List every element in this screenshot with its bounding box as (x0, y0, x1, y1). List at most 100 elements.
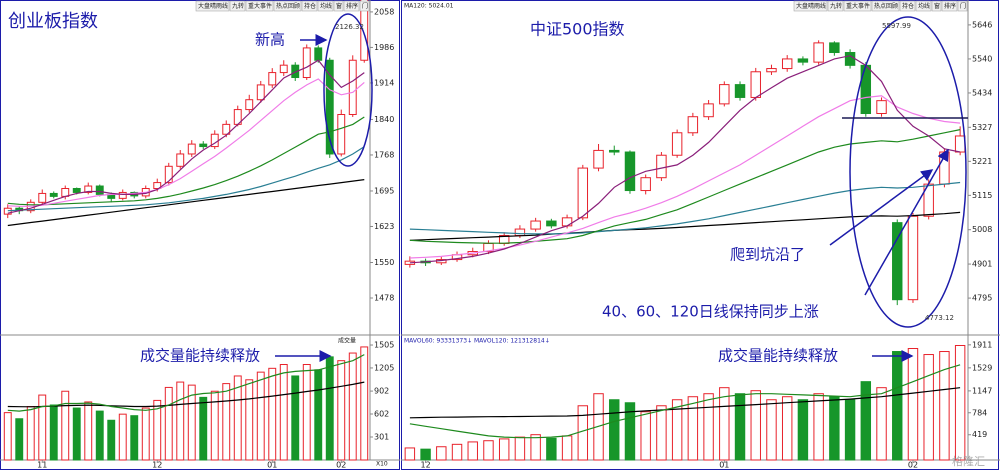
toolbar-label[interactable]: 持仓 (304, 2, 316, 10)
toolbar-button[interactable] (793, 0, 828, 12)
volume-bar (210, 390, 219, 461)
candle-body (199, 143, 208, 148)
ma-line (7, 179, 365, 227)
volume-bar (3, 412, 12, 461)
candle-body (325, 59, 334, 155)
toolbar-button[interactable] (317, 0, 334, 12)
volume-bar (577, 405, 589, 461)
candle-body (164, 165, 173, 184)
annotation: 成交量能持续释放 (718, 347, 838, 365)
toolbar-button[interactable] (941, 0, 958, 12)
toolbar-label[interactable]: 持仓 (902, 2, 914, 10)
toolbar-label[interactable]: 热点回顾 (874, 2, 898, 10)
volume-bar (279, 364, 288, 461)
volume-bar (436, 446, 447, 461)
volume-bar (876, 387, 887, 461)
annotation: 爬到坑沿了 (730, 246, 805, 264)
y-tick-label: 5540 (972, 54, 992, 63)
y-tick-label: 1623 (374, 222, 394, 231)
volume-bar (420, 448, 431, 461)
y-tick-label: 1205 (374, 363, 394, 372)
volume-bar (514, 436, 526, 461)
candle-body (268, 72, 277, 86)
toolbar-label[interactable]: 大盘晴雨线 (198, 2, 228, 10)
candle-body (302, 47, 311, 79)
candle-body (892, 222, 903, 301)
toolbar-button[interactable] (899, 0, 916, 12)
volume-bar (141, 407, 150, 461)
y-tick-label: 1695 (374, 186, 394, 195)
y-tick-label: 1529 (972, 363, 992, 372)
toolbar-label[interactable]: 大盘晴雨线 (796, 2, 826, 10)
volume-bar (360, 346, 369, 461)
volume-bar (164, 386, 173, 461)
toolbar-label[interactable]: 门 (960, 2, 966, 10)
toolbar-label[interactable]: 重大事件 (846, 2, 870, 10)
candle-body (766, 68, 777, 73)
toolbar-button[interactable] (843, 0, 872, 12)
y-tick-label: 5221 (972, 157, 992, 166)
volume-bar (337, 360, 346, 461)
toolbar-button[interactable] (827, 0, 844, 12)
toolbar-button[interactable] (915, 0, 932, 12)
y-tick-label: 419 (972, 430, 987, 439)
volume-bar (640, 411, 651, 461)
toolbar-button[interactable] (871, 0, 900, 12)
toolbar-label[interactable]: 均线 (918, 2, 930, 10)
volume-bar (687, 396, 699, 461)
low-label: 4773.12 (925, 314, 954, 322)
ma-line (409, 129, 961, 244)
candle-body (609, 149, 620, 153)
volume-bar (609, 399, 620, 461)
volume-bar (561, 435, 573, 461)
toolbar-label[interactable]: 九转 (830, 2, 842, 10)
volume-bar (130, 415, 139, 461)
watermark: 格隆汇 (952, 454, 985, 468)
toolbar-button[interactable] (273, 0, 302, 12)
candle-body (49, 192, 58, 197)
ma-line (7, 146, 365, 212)
toolbar-label[interactable]: 排序 (944, 2, 956, 10)
toolbar-button[interactable] (343, 0, 360, 12)
toolbar-label[interactable]: 排序 (346, 2, 358, 10)
toolbar-label[interactable]: 门 (362, 2, 368, 10)
toolbar-button[interactable] (245, 0, 274, 12)
candle-body (781, 58, 793, 70)
toolbar-label[interactable]: 均线 (320, 2, 332, 10)
candle-body (222, 123, 231, 135)
volume-bar (498, 438, 510, 461)
toolbar-button[interactable] (229, 0, 246, 12)
volume-bar (703, 393, 714, 461)
volume-bar (15, 418, 24, 461)
y-tick-label: 301 (374, 433, 389, 442)
annotation: 成交量能持续释放 (140, 347, 260, 365)
volume-bar (187, 384, 196, 461)
toolbar-button[interactable] (359, 0, 370, 12)
y-tick-label: 5434 (972, 88, 992, 97)
ma-line (7, 116, 365, 206)
toolbar-button[interactable] (333, 0, 344, 12)
toolbar-button[interactable] (957, 0, 968, 12)
x-tick-label: 12 (420, 461, 430, 470)
annotation: 新高 (255, 31, 285, 49)
y-tick-label: 1147 (972, 386, 992, 395)
ma-line (409, 181, 961, 235)
toolbar-label[interactable]: 窗 (336, 2, 342, 10)
volume-bar (719, 387, 730, 461)
toolbar-button[interactable] (195, 0, 230, 12)
toolbar-label[interactable]: 窗 (934, 2, 940, 10)
volume-bar (467, 441, 478, 461)
volume-bar (939, 351, 950, 461)
toolbar-button[interactable] (301, 0, 318, 12)
volume-bar (314, 369, 323, 461)
toolbar-button[interactable] (931, 0, 942, 12)
y-tick-label: 902 (374, 387, 389, 396)
toolbar-label[interactable]: 热点回顾 (276, 2, 300, 10)
volume-bar (404, 447, 416, 461)
toolbar-label[interactable]: 重大事件 (248, 2, 272, 10)
x-tick-label: 01 (267, 461, 277, 470)
volume-bar (546, 437, 557, 461)
toolbar-label[interactable]: 九转 (232, 2, 244, 10)
y-tick-label: 784 (972, 408, 987, 417)
